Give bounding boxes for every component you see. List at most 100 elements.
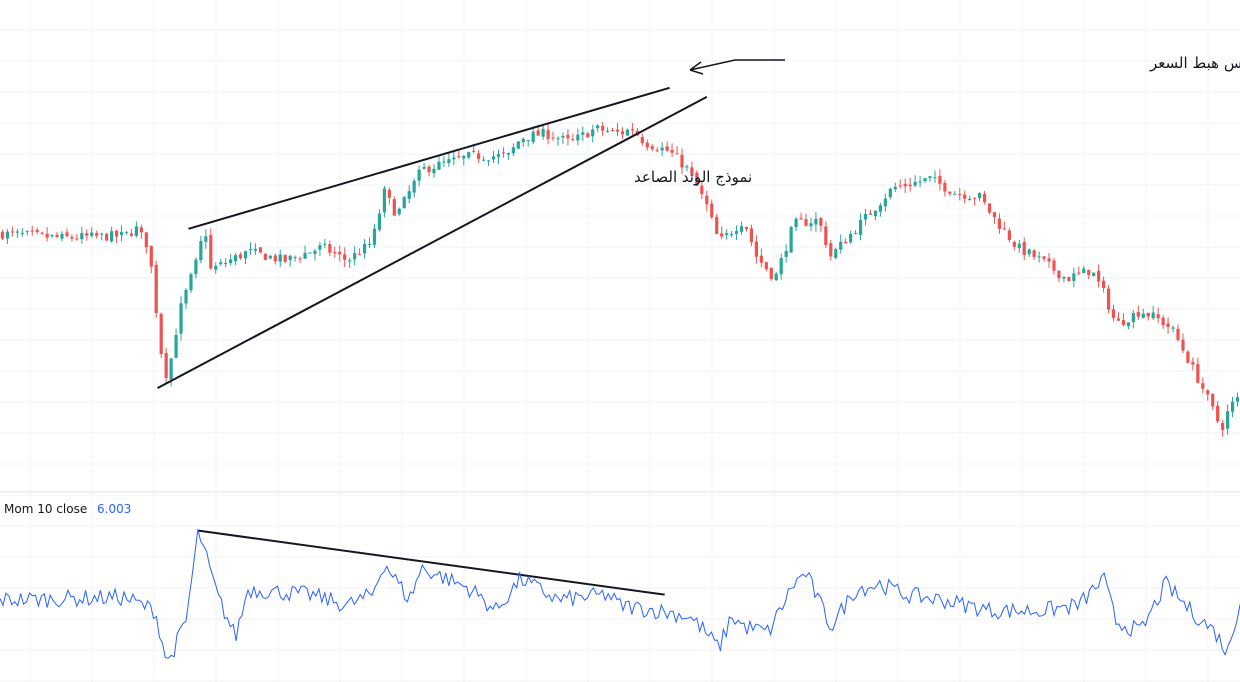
candle <box>571 133 575 142</box>
candle-body <box>25 231 29 233</box>
candle <box>858 213 863 241</box>
candle-body <box>849 233 853 243</box>
candle <box>328 240 332 257</box>
candle <box>45 227 49 242</box>
candle <box>293 255 297 262</box>
candle <box>372 223 377 248</box>
candle-body <box>1012 241 1016 247</box>
candle <box>655 147 659 153</box>
candle-body <box>313 250 317 254</box>
candle <box>501 147 506 158</box>
candle-body <box>486 160 491 162</box>
trendline-wedge-lower[interactable] <box>157 96 708 389</box>
candle-body <box>1102 280 1106 289</box>
candle-body <box>1032 250 1036 258</box>
candle-body <box>754 241 758 257</box>
candle <box>541 124 545 140</box>
candle <box>278 249 282 268</box>
indicator-value: 6.003 <box>97 502 132 516</box>
candle-body <box>432 168 436 174</box>
candle <box>129 229 134 238</box>
candle-body <box>105 233 109 241</box>
candle-body <box>739 226 744 232</box>
candle <box>462 154 466 166</box>
candle-body <box>407 191 411 199</box>
candle <box>1171 325 1175 333</box>
candle-body <box>844 241 848 244</box>
candle <box>437 155 441 171</box>
candle <box>1201 377 1205 394</box>
candle <box>1067 276 1071 282</box>
candle <box>194 256 198 279</box>
trendline-momentum-divergence[interactable] <box>198 529 665 596</box>
candle-body <box>367 243 372 245</box>
candle-body <box>70 236 74 239</box>
candle-body <box>437 161 441 170</box>
candle-body <box>85 233 89 236</box>
candle <box>640 133 644 146</box>
candle <box>725 229 729 240</box>
candle <box>938 169 942 191</box>
candle <box>139 224 143 239</box>
candle-body <box>214 265 218 270</box>
candle <box>1106 285 1111 314</box>
candle-body <box>1186 351 1190 363</box>
candle <box>824 221 828 249</box>
candle-body <box>903 183 907 187</box>
candle <box>1102 276 1106 293</box>
candle-body <box>734 231 739 234</box>
candle-body <box>606 130 610 132</box>
candle-body <box>343 254 347 260</box>
indicator-name: Mom <box>4 502 34 516</box>
candle-body <box>467 152 471 158</box>
candlestick-series <box>0 122 1240 437</box>
candle <box>759 248 763 268</box>
candle-body <box>442 161 446 163</box>
candle <box>556 136 560 146</box>
candle <box>1226 404 1230 436</box>
candle <box>447 152 451 167</box>
candle-body <box>963 194 967 199</box>
candle <box>387 187 391 205</box>
candle <box>734 225 739 241</box>
candle <box>1047 253 1051 268</box>
trendline-wedge-upper[interactable] <box>188 86 670 230</box>
candle <box>367 237 372 249</box>
candle-body <box>243 251 248 259</box>
candle-body <box>134 226 138 236</box>
breakout-annotation: بعد كسر النموذج مع وجود دايفرجنس هبط الس… <box>1149 54 1240 73</box>
candle-body <box>1072 273 1076 281</box>
candle <box>943 180 947 197</box>
candle-body <box>362 243 367 254</box>
candle <box>199 235 203 264</box>
indicator-legend[interactable]: Mom 10 close 6.003 <box>4 502 131 516</box>
candle-body <box>928 176 932 178</box>
candle-body <box>184 289 188 304</box>
candle <box>987 203 992 215</box>
candle <box>362 239 367 259</box>
candle <box>5 229 10 244</box>
candle <box>65 228 69 238</box>
candle-body <box>472 150 476 152</box>
candle-body <box>382 188 386 213</box>
candle <box>918 175 922 188</box>
candle-body <box>358 254 362 256</box>
candle <box>720 226 724 239</box>
candle-body <box>1226 411 1230 429</box>
candle-body <box>834 249 838 258</box>
candle <box>873 210 878 220</box>
candle-body <box>715 216 719 234</box>
candle <box>1002 221 1006 230</box>
candle-body <box>40 232 44 234</box>
candle-body <box>1106 288 1111 310</box>
candle <box>1087 269 1091 280</box>
candle <box>819 216 823 233</box>
candle <box>581 126 585 141</box>
candle-body <box>45 233 49 238</box>
candle-body <box>119 231 124 235</box>
candle <box>814 212 818 232</box>
candle-body <box>1235 397 1240 402</box>
candle <box>229 253 233 266</box>
candle <box>30 225 34 236</box>
